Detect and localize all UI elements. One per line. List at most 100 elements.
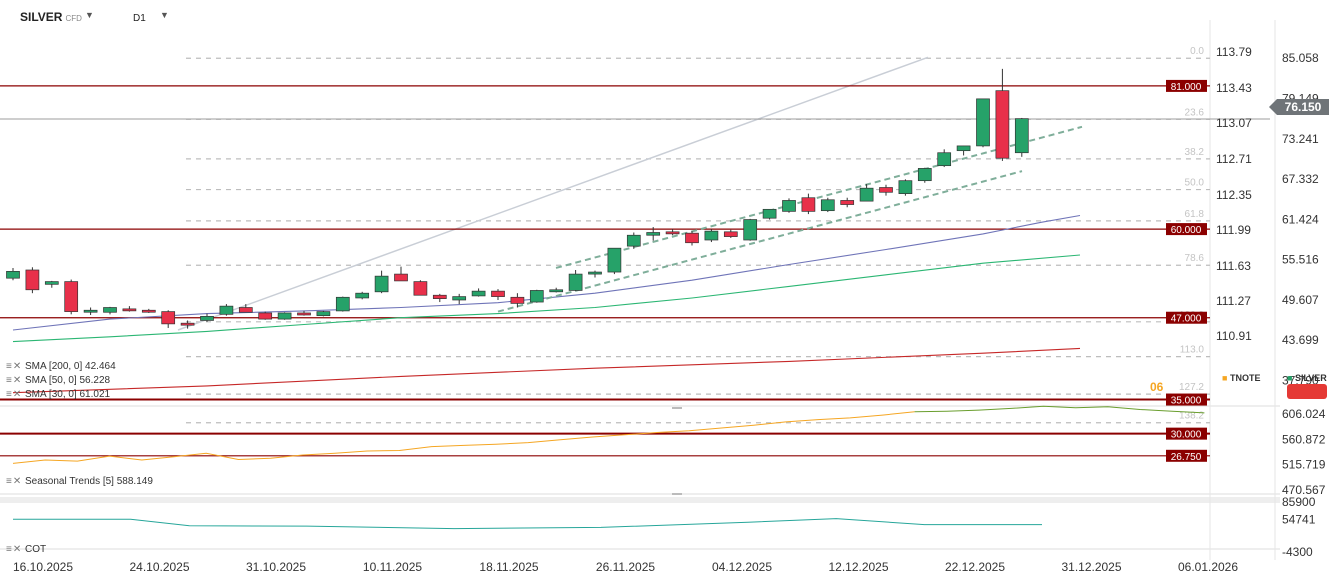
current-price-tag: 76.150 <box>1269 99 1329 115</box>
y-axis-tick-label: 55.516 <box>1282 253 1319 267</box>
fib-level-label: 78.6 <box>1185 253 1205 264</box>
x-axis-tick-label: 12.12.2025 <box>828 560 888 574</box>
cot-line <box>13 518 1042 530</box>
legend-sma30-label: SMA [30, 0] 61.021 <box>25 389 111 400</box>
legend-seasonal[interactable]: ≡✕ Seasonal Trends [5] 588.149 <box>6 476 153 487</box>
candle-body <box>704 230 719 241</box>
candle-body <box>782 200 796 212</box>
x-axis-tick-label: 31.12.2025 <box>1061 560 1121 574</box>
candle-body <box>956 145 971 152</box>
candle-body <box>161 311 176 325</box>
candle-body <box>801 197 816 212</box>
candle-body <box>549 289 564 293</box>
close-icon[interactable]: ✕ <box>12 361 22 372</box>
close-icon[interactable]: ✕ <box>12 476 22 487</box>
panel-divider-band <box>0 497 1280 503</box>
x-axis-tick-label: 04.12.2025 <box>712 560 772 574</box>
silver-color-swatch: ■ <box>1287 373 1293 383</box>
candle-body <box>432 294 447 299</box>
trend-line <box>177 56 929 331</box>
symbol-label: SILVER <box>20 10 63 24</box>
candle-body <box>355 292 370 299</box>
seasonal-axis-tick-label: 515.719 <box>1282 458 1326 472</box>
resize-handle <box>672 493 682 495</box>
channel-upper-line <box>555 125 1083 269</box>
cot-axis-tick-label: 85900 <box>1282 495 1316 509</box>
cot-axis-tick-label: 54741 <box>1282 512 1316 526</box>
resize-handle <box>672 407 682 409</box>
candle-body <box>413 281 428 296</box>
symbol-name[interactable]: SILVER CFD <box>20 10 82 24</box>
symbol-tnote-label: TNOTE <box>1229 373 1261 383</box>
sma-line <box>12 214 1081 331</box>
level-badge <box>1166 311 1207 324</box>
candle-body <box>491 290 505 297</box>
candle-body <box>743 219 758 241</box>
candle-body <box>937 152 952 167</box>
menu-icon[interactable]: ≡ <box>6 544 12 555</box>
legend-sma200-label: SMA [200, 0] 42.464 <box>25 361 116 372</box>
symbol-type-label: CFD <box>65 14 82 23</box>
x-axis-tick-label: 06.01.2026 <box>1178 560 1238 574</box>
legend-sma200[interactable]: ≡✕ SMA [200, 0] 42.464 <box>6 361 116 372</box>
candle-body <box>995 90 1010 159</box>
secondary-axis-tick-label: 112.71 <box>1216 152 1252 166</box>
menu-icon[interactable]: ≡ <box>6 389 12 400</box>
level-badge <box>1166 427 1207 440</box>
candle-body <box>471 290 486 297</box>
close-icon[interactable]: ✕ <box>12 544 22 555</box>
level-badge-label: 60.000 <box>1171 225 1202 236</box>
level-badge-label: 30.000 <box>1171 430 1202 441</box>
candle-body <box>180 322 195 326</box>
level-badge-label: 35.000 <box>1171 396 1202 407</box>
secondary-axis-tick-label: 111.99 <box>1216 223 1251 237</box>
menu-icon[interactable]: ≡ <box>6 375 12 386</box>
candle-body <box>141 309 156 313</box>
seasonal-axis-tick-label: 560.872 <box>1282 432 1326 446</box>
candle-body <box>316 311 331 317</box>
legend-sma50[interactable]: ≡✕ SMA [50, 0] 56.228 <box>6 375 110 386</box>
close-icon[interactable]: ✕ <box>12 389 22 400</box>
candle-body <box>840 200 855 205</box>
candle-body <box>238 307 253 313</box>
side-number: 06 <box>1150 380 1164 394</box>
legend-cot-label: COT <box>25 544 47 555</box>
menu-icon[interactable]: ≡ <box>6 361 12 372</box>
seasonal-forecast-line <box>914 405 1205 414</box>
fib-level-label: 0.0 <box>1190 46 1204 57</box>
timeframe-selector[interactable]: D1 <box>133 13 146 24</box>
close-icon[interactable]: ✕ <box>12 375 22 386</box>
candle-body <box>859 187 874 202</box>
seasonal-axis-tick-label: 606.024 <box>1282 407 1326 421</box>
fib-level-label: 23.6 <box>1185 107 1205 118</box>
seasonal-axis-tick-label: 470.567 <box>1282 483 1326 497</box>
candle-body <box>820 199 835 212</box>
candle-body <box>568 273 583 291</box>
secondary-axis-tick-label: 113.43 <box>1216 81 1252 95</box>
candle-body <box>626 234 641 247</box>
legend-cot[interactable]: ≡✕ COT <box>6 544 46 555</box>
candle-body <box>277 312 292 320</box>
fib-level-label: 127.2 <box>1179 382 1204 393</box>
symbol-silver[interactable]: ■ SILVER <box>1287 373 1327 383</box>
level-badge <box>1166 79 1207 92</box>
symbol-tnote[interactable]: ■ TNOTE <box>1222 373 1260 383</box>
candle-body <box>685 232 699 244</box>
candle-body <box>103 307 117 313</box>
secondary-axis-tick-label: 111.63 <box>1216 259 1251 273</box>
candle-body <box>200 316 214 321</box>
symbol-dropdown-icon[interactable]: ▼ <box>85 10 94 20</box>
candle-body <box>258 312 273 320</box>
candle-body <box>917 168 932 182</box>
legend-sma30[interactable]: ≡✕ SMA [30, 0] 61.021 <box>6 389 110 400</box>
timeframe-dropdown-icon[interactable]: ▼ <box>160 10 169 20</box>
candle-body <box>510 296 525 304</box>
candle-body <box>44 281 59 285</box>
candle-body <box>6 271 20 279</box>
menu-icon[interactable]: ≡ <box>6 476 12 487</box>
candle-body <box>374 275 389 293</box>
silver-status-badge[interactable] <box>1287 384 1327 399</box>
candle-body <box>64 281 79 312</box>
secondary-axis-tick-label: 111.27 <box>1216 294 1251 308</box>
